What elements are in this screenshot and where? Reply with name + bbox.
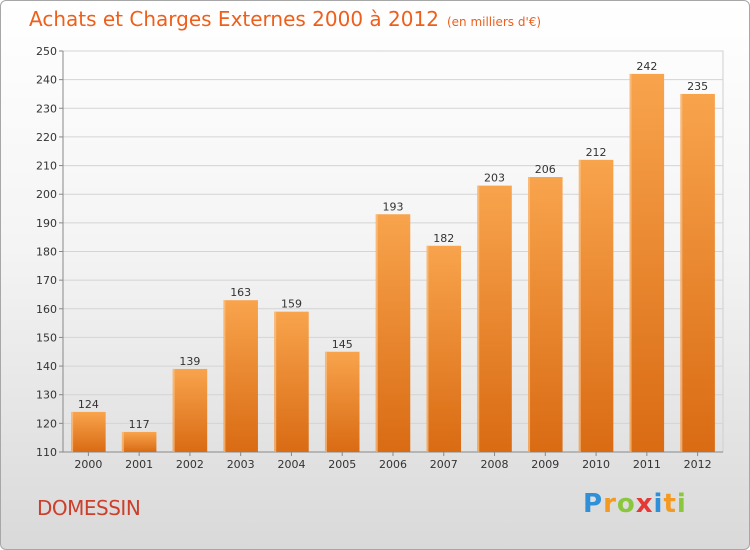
bar-highlight bbox=[223, 300, 226, 452]
bar bbox=[71, 411, 106, 452]
x-tick-label: 2010 bbox=[582, 458, 610, 471]
y-tick-label: 230 bbox=[36, 102, 57, 115]
data-label: 145 bbox=[332, 338, 353, 351]
data-labels: 124 117 139 163 159 145 193 182 203 206 212 242 235 bbox=[78, 60, 708, 431]
bar-highlight bbox=[324, 351, 327, 452]
y-tick-label: 130 bbox=[36, 389, 57, 402]
logo-letter: P bbox=[583, 489, 604, 519]
bar-highlight bbox=[426, 245, 429, 452]
y-tick-label: 150 bbox=[36, 331, 57, 344]
bar-highlight bbox=[172, 368, 175, 452]
y-tick-label: 180 bbox=[36, 246, 57, 259]
data-label: 163 bbox=[230, 286, 251, 299]
x-tick-label: 2007 bbox=[430, 458, 458, 471]
x-tick-label: 2000 bbox=[74, 458, 102, 471]
bar-highlight bbox=[477, 185, 480, 452]
logo-letter: o bbox=[616, 489, 636, 519]
bar bbox=[375, 214, 411, 452]
bar-highlight bbox=[528, 177, 531, 452]
data-label: 206 bbox=[535, 163, 556, 176]
bar bbox=[528, 177, 563, 452]
x-axis: 2000 2001 2002 2003 2004 2005 2006 2007 2008 2009… bbox=[63, 451, 723, 471]
chart-title-unit: (en milliers d'€) bbox=[446, 15, 542, 29]
bar bbox=[680, 93, 715, 452]
chart-title: Achats et Charges Externes 2000 à 2012 (e… bbox=[29, 7, 541, 31]
data-label: 203 bbox=[484, 172, 505, 185]
data-label: 182 bbox=[433, 232, 454, 245]
logo-letter: x bbox=[635, 489, 654, 519]
y-tick-label: 190 bbox=[36, 217, 57, 230]
proxiti-logo: Proxiti bbox=[583, 489, 687, 519]
bar bbox=[223, 300, 258, 452]
x-tick-label: 2002 bbox=[176, 458, 204, 471]
x-tick-label: 2011 bbox=[633, 458, 661, 471]
x-tick-label: 2008 bbox=[481, 458, 509, 471]
y-axis: 110 120 130 140 150 160 170 180 190 200 210 220 230 2… bbox=[36, 45, 64, 459]
bar-highlight bbox=[680, 93, 683, 452]
bar bbox=[274, 311, 309, 452]
bar-highlight bbox=[71, 411, 74, 452]
bar-highlight bbox=[121, 431, 124, 452]
x-tick-label: 2012 bbox=[684, 458, 712, 471]
logo-letter: i bbox=[653, 489, 664, 519]
data-label: 212 bbox=[586, 146, 607, 159]
x-tick-label: 2004 bbox=[277, 458, 305, 471]
logo-letter: i bbox=[676, 489, 687, 519]
chart-title-main: Achats et Charges Externes 2000 à 2012 bbox=[29, 7, 439, 31]
y-tick-label: 210 bbox=[36, 160, 57, 173]
y-tick-label: 140 bbox=[36, 360, 57, 373]
x-tick-label: 2001 bbox=[125, 458, 153, 471]
y-tick-label: 200 bbox=[36, 188, 57, 201]
bar-highlight bbox=[629, 73, 632, 453]
bar bbox=[629, 73, 665, 453]
bar bbox=[426, 245, 462, 452]
x-tick-label: 2003 bbox=[227, 458, 255, 471]
data-label: 235 bbox=[687, 80, 708, 93]
y-tick-label: 160 bbox=[36, 303, 57, 316]
y-tick-label: 170 bbox=[36, 274, 57, 287]
x-tick-label: 2005 bbox=[328, 458, 356, 471]
bar bbox=[477, 185, 512, 452]
bar bbox=[172, 368, 208, 452]
bar bbox=[578, 159, 614, 453]
place-name: DOMESSIN bbox=[37, 496, 141, 520]
data-label: 139 bbox=[179, 355, 200, 368]
data-label: 242 bbox=[636, 60, 657, 73]
y-tick-label: 220 bbox=[36, 131, 57, 144]
y-tick-label: 240 bbox=[36, 74, 57, 87]
bar-highlight bbox=[375, 214, 378, 452]
data-label: 117 bbox=[129, 418, 150, 431]
data-label: 193 bbox=[383, 200, 404, 213]
data-label: 159 bbox=[281, 298, 302, 311]
logo-letter: t bbox=[663, 489, 677, 519]
logo-letter: r bbox=[603, 489, 617, 519]
y-tick-label: 110 bbox=[36, 446, 57, 459]
y-tick-label: 250 bbox=[36, 45, 57, 58]
y-tick-label: 120 bbox=[36, 417, 57, 430]
bar bbox=[121, 431, 157, 452]
bar-highlight bbox=[578, 159, 581, 453]
data-label: 124 bbox=[78, 398, 99, 411]
x-tick-label: 2006 bbox=[379, 458, 407, 471]
x-tick-label: 2009 bbox=[531, 458, 559, 471]
bars bbox=[71, 73, 715, 453]
bar bbox=[324, 351, 360, 452]
bar-highlight bbox=[274, 311, 277, 452]
